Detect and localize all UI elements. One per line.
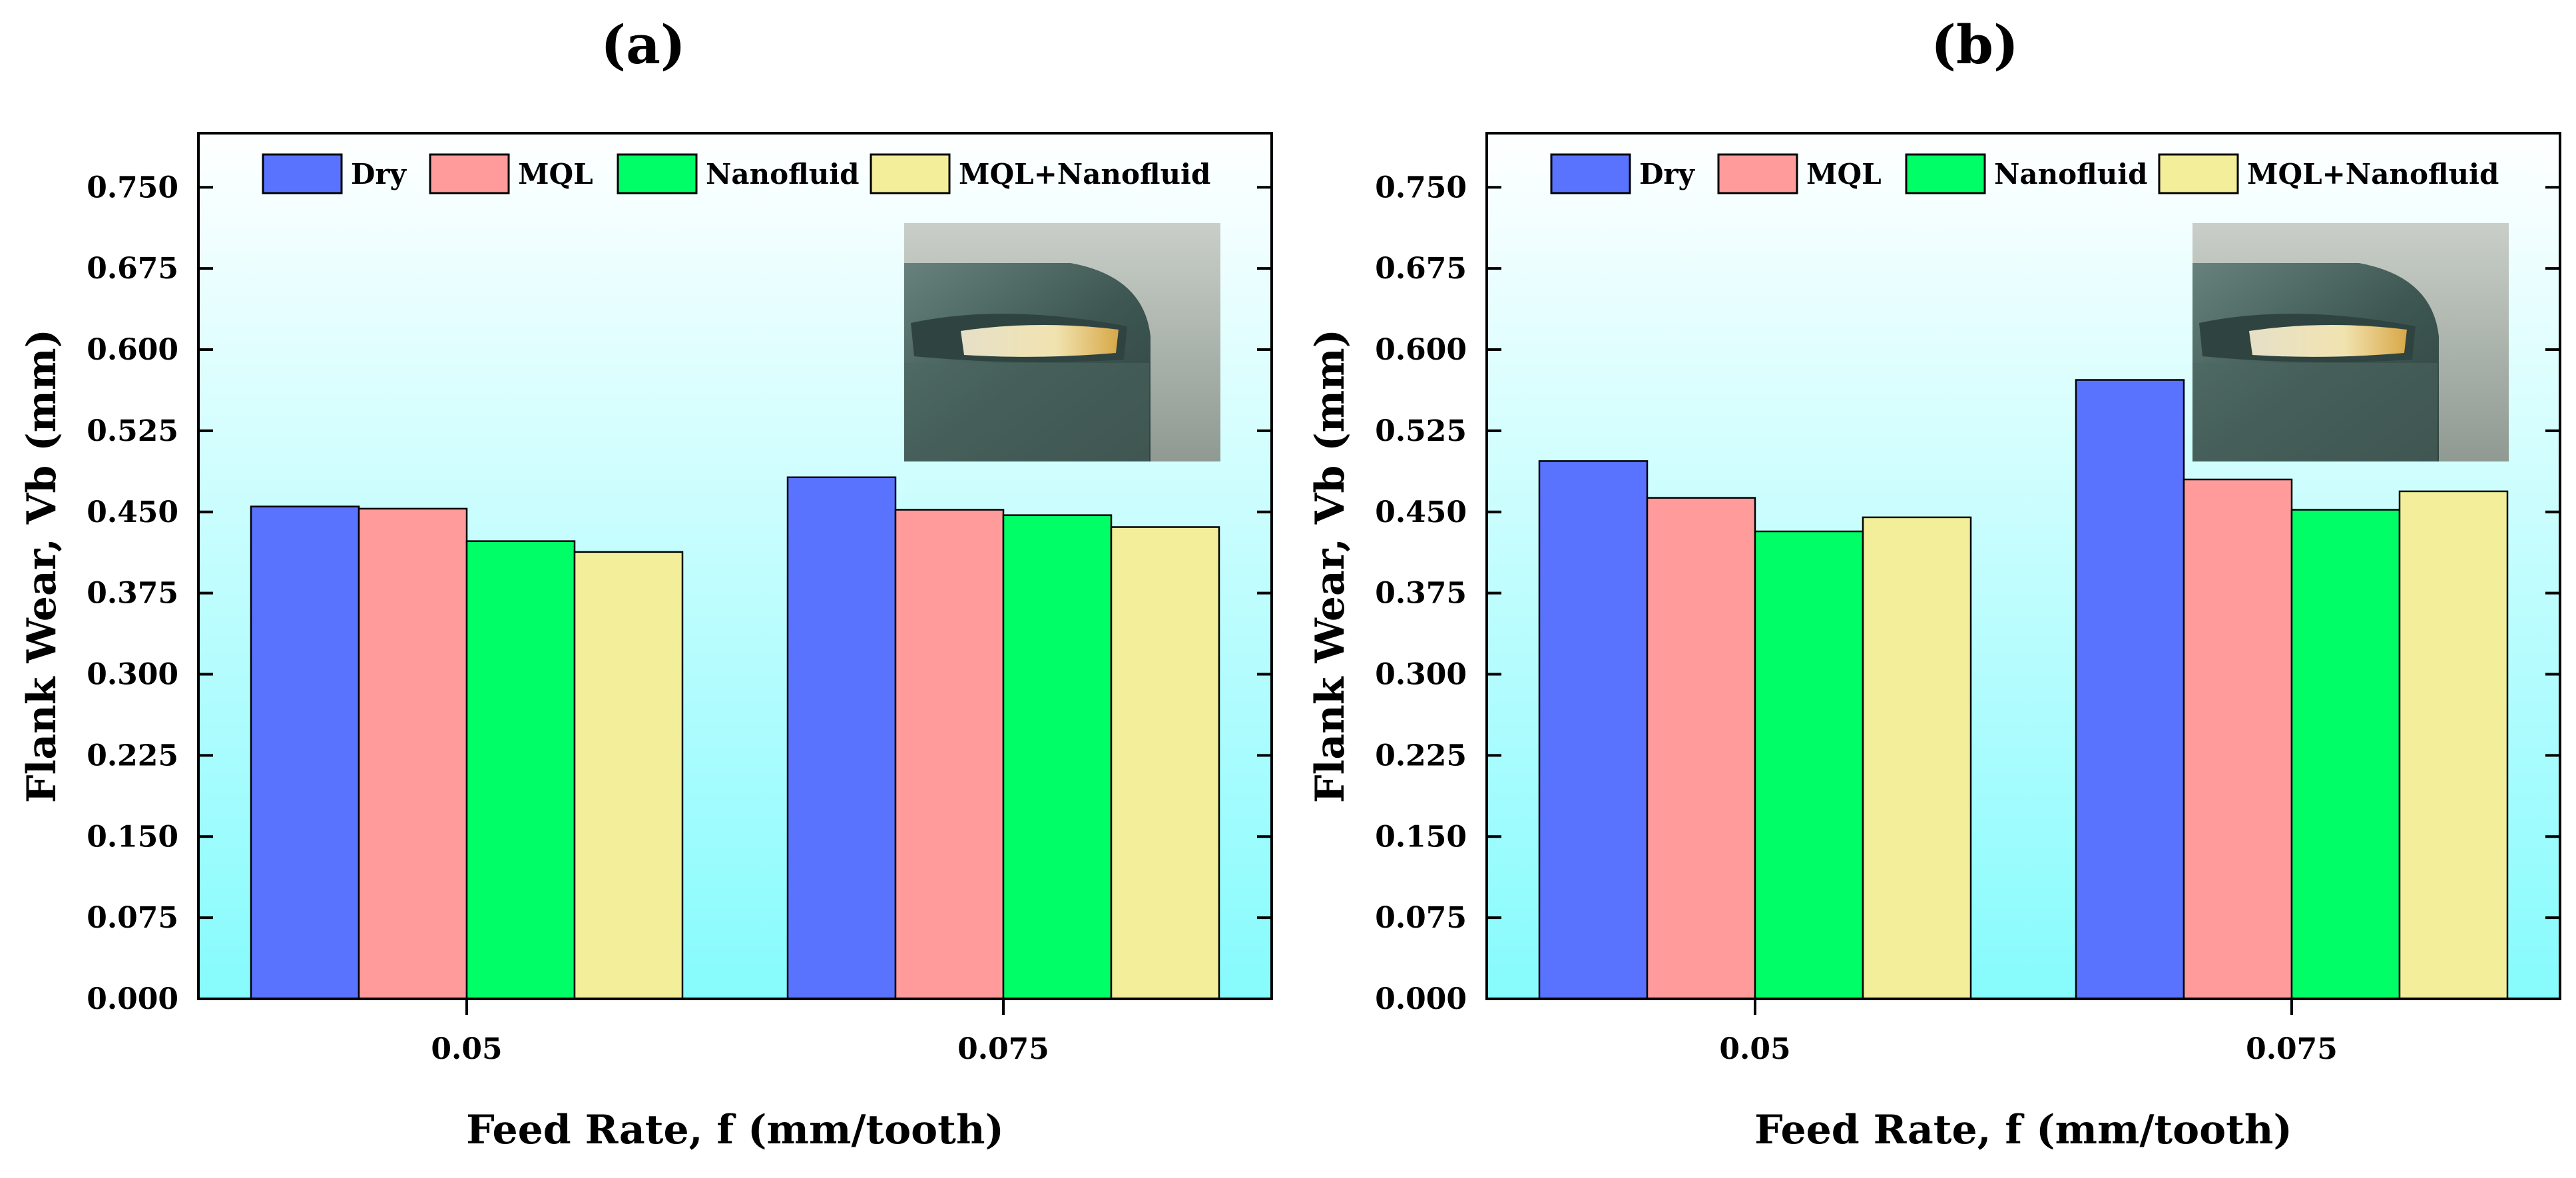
panel-a-legend-label-mql: MQL — [518, 158, 593, 190]
panel-b-ytick-label-9: 0.675 — [1375, 252, 1467, 286]
panel-a-legend-swatch-mql — [429, 153, 510, 194]
panel-a-bar-mql-nanofluid-2 — [1110, 526, 1220, 1000]
panel-a-bar-dry-1 — [250, 505, 360, 1000]
panel-a-inset-flank-face — [904, 363, 1149, 461]
panel-a-legend-label-nanofluid: Nanofluid — [706, 158, 860, 190]
panel-a-legend-swatch-mql-nanofluid — [870, 153, 951, 194]
panel-a-ytick-label-3: 0.225 — [87, 738, 178, 772]
panel-b-legend-label-mql-nanofluid: MQL+Nanofluid — [2247, 158, 2499, 190]
panel-b-ytick-label-7: 0.525 — [1375, 414, 1467, 448]
panel-b-legend-swatch-mql-nanofluid — [2158, 153, 2239, 194]
panel-b-bar-mql-nanofluid-2 — [2398, 490, 2509, 1000]
panel-b-legend: Dry MQL Nanofluid MQL+Nanofluid — [1550, 153, 2499, 194]
panel-a-legend-swatch-dry — [262, 153, 343, 194]
panel-a-inset-wear-zone — [961, 324, 1119, 357]
panel-a-bar-dry-2 — [786, 476, 897, 1000]
panel-a-ytick-label-5: 0.375 — [87, 577, 178, 611]
panel-b-y-axis-title: Flank Wear, Vb (mm) — [1307, 329, 1354, 803]
panel-a-ytick-label-7: 0.525 — [87, 414, 178, 448]
panel-a-inset-photo — [904, 223, 1220, 461]
panel-a-legend-label-dry: Dry — [351, 158, 407, 190]
panel-b-chart: (b) 0.000 0.075 0.150 0.225 0.300 0.375 0.450 0.… — [1307, 13, 2561, 1153]
panel-b-axis-frame — [1485, 132, 2561, 1000]
panel-b-bar-nanofluid-1 — [1754, 530, 1864, 1000]
panel-a-ytick-label-2: 0.150 — [87, 820, 178, 854]
panel-a-legend: Dry MQL Nanofluid MQL+Nanofluid — [262, 153, 1210, 194]
panel-b-legend-swatch-nanofluid — [1905, 153, 1986, 194]
panel-b-inset-shank — [2192, 223, 2509, 461]
panel-a-chart: (a) 0.000 0.075 0.150 0.225 0.300 0.375 0.450 0.… — [19, 13, 1273, 1153]
panel-a-axis-frame — [197, 132, 1273, 1000]
panel-b-inset-photo — [2192, 223, 2509, 461]
panel-a-y-axis-title: Flank Wear, Vb (mm) — [19, 329, 65, 803]
panel-b-bar-mql-nanofluid-1 — [1862, 516, 1972, 1000]
panel-b-bar-nanofluid-2 — [2290, 509, 2401, 1000]
panel-a-ytick-label-0: 0.000 — [87, 982, 178, 1016]
panel-b-legend-label-nanofluid: Nanofluid — [1994, 158, 2148, 190]
panel-b-xtick-label-1: 0.075 — [2246, 1032, 2338, 1066]
panel-b-bar-dry-1 — [1538, 460, 1649, 1000]
panel-b-inset-flank-face — [2192, 363, 2438, 461]
panel-a-ytick-label-8: 0.600 — [87, 333, 178, 367]
panel-a-legend-label-mql-nanofluid: MQL+Nanofluid — [959, 158, 1210, 190]
panel-a-label: (a) — [601, 13, 686, 76]
panel-a-ytick-label-9: 0.675 — [87, 252, 178, 286]
panel-a-xtick-label-0: 0.05 — [431, 1032, 502, 1066]
panel-b-legend-swatch-mql — [1717, 153, 1798, 194]
panel-b-ytick-label-10: 0.750 — [1375, 170, 1467, 204]
panel-b-bar-mql-2 — [2183, 478, 2293, 1000]
panel-b-bar-dry-2 — [2075, 379, 2185, 1000]
panel-a-ytick-label-6: 0.450 — [87, 495, 178, 529]
panel-b-ytick-label-8: 0.600 — [1375, 333, 1467, 367]
panel-a-bar-mql-2 — [894, 509, 1005, 1000]
panel-b-legend-swatch-dry — [1550, 153, 1631, 194]
panel-b-inset-wear-zone — [2249, 324, 2407, 357]
panel-a-legend-swatch-nanofluid — [617, 153, 698, 194]
panel-a-x-axis-title: Feed Rate, f (mm/tooth) — [466, 1107, 1004, 1153]
panel-b-legend-label-mql: MQL — [1806, 158, 1882, 190]
panel-a-ytick-label-4: 0.300 — [87, 658, 178, 692]
panel-a-ytick-label-1: 0.075 — [87, 901, 178, 935]
panel-b-ytick-label-4: 0.300 — [1375, 658, 1467, 692]
panel-b-ytick-label-0: 0.000 — [1375, 982, 1467, 1016]
panel-b-x-axis-title: Feed Rate, f (mm/tooth) — [1754, 1107, 2292, 1153]
panel-a-bar-nanofluid-1 — [465, 540, 576, 1000]
panel-b-xtick-label-0: 0.05 — [1719, 1032, 1790, 1066]
panel-b-ytick-label-3: 0.225 — [1375, 738, 1467, 772]
panel-a-bar-mql-1 — [358, 507, 468, 1000]
panel-a-bar-mql-nanofluid-1 — [573, 551, 684, 1000]
panel-a-inset-shank — [904, 223, 1220, 461]
panel-b-ytick-label-6: 0.450 — [1375, 495, 1467, 529]
panel-b-ytick-label-5: 0.375 — [1375, 577, 1467, 611]
panel-b-ytick-label-1: 0.075 — [1375, 901, 1467, 935]
panel-a-bar-nanofluid-2 — [1002, 514, 1113, 1000]
panel-b-bar-mql-1 — [1646, 497, 1756, 1000]
panel-b-label: (b) — [1931, 13, 2019, 76]
panel-b-ytick-label-2: 0.150 — [1375, 820, 1467, 854]
panel-b-legend-label-dry: Dry — [1639, 158, 1696, 190]
panel-a-xtick-label-1: 0.075 — [957, 1032, 1049, 1066]
panel-a-ytick-label-10: 0.750 — [87, 170, 178, 204]
